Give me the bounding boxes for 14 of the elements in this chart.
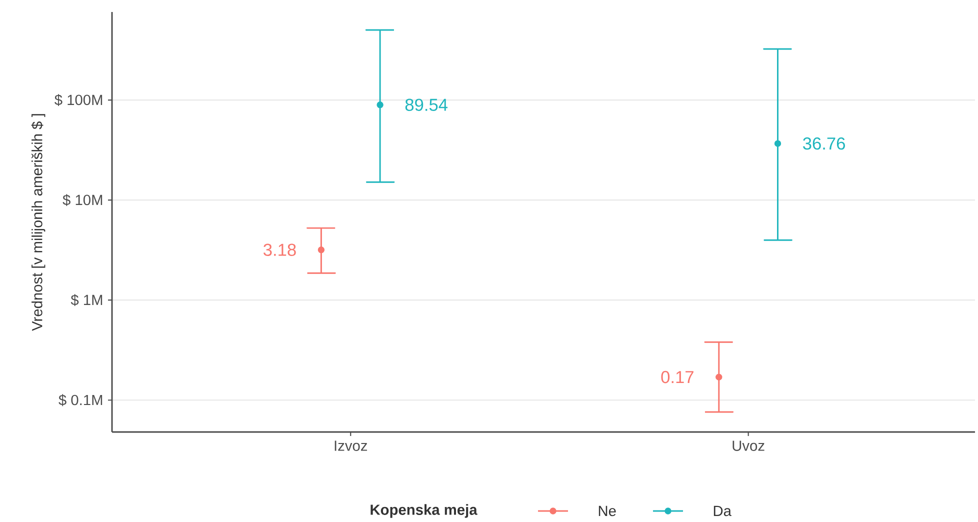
x-tick-label: Izvoz: [334, 440, 368, 451]
data-label: 3.18: [264, 244, 296, 256]
legend-label: Ne: [598, 506, 616, 516]
legend-label: Da: [714, 506, 732, 516]
y-tick-label: $ 10M: [62, 194, 102, 206]
x-tick-label: Uvoz: [732, 440, 764, 451]
data-label: 89.54: [405, 98, 448, 111]
y-tick-label: $ 1M: [70, 294, 102, 306]
y-tick-label: $ 100M: [54, 94, 102, 106]
data-label: 36.76: [803, 137, 845, 150]
y-axis-title: Vrednost [v milijonih ameriških $ ]: [31, 114, 46, 331]
legend-title: Kopenska meja: [370, 504, 478, 518]
data-label: 0.17: [661, 370, 694, 384]
y-tick-label: $ 0.1M: [58, 394, 102, 406]
